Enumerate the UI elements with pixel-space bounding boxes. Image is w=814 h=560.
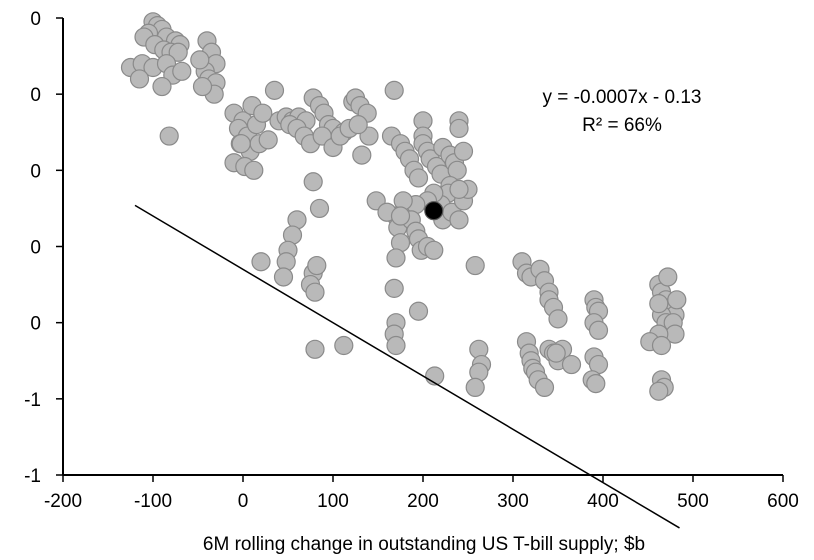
y-tick-label: 0 (30, 85, 41, 106)
data-point (231, 134, 251, 154)
data-point (561, 354, 582, 375)
data-point (651, 335, 672, 356)
data-point (152, 76, 172, 97)
regression-line (134, 204, 680, 529)
x-tick-label: 500 (677, 491, 709, 512)
data-point (658, 267, 678, 287)
data-point (386, 248, 406, 268)
x-tick-label: -100 (134, 491, 172, 512)
data-point (546, 343, 566, 363)
y-tick-label: 0 (30, 314, 41, 335)
x-axis-label: 6M rolling change in outstanding US T-bi… (203, 534, 645, 555)
x-tick-label: 200 (407, 491, 439, 512)
data-point (384, 278, 404, 298)
y-tick-label: 0 (30, 161, 41, 182)
data-point (534, 377, 555, 398)
data-point (305, 282, 325, 302)
data-point (649, 381, 669, 401)
data-point (159, 126, 179, 146)
data-point (273, 267, 294, 287)
data-point (465, 377, 485, 398)
y-axis-tick-labels: 0 0 0 0 0 -1 -1 (24, 9, 41, 487)
data-points (120, 12, 687, 401)
data-point (309, 198, 330, 219)
data-point (244, 160, 264, 180)
data-point (548, 309, 568, 329)
x-tick-label: 300 (497, 491, 529, 512)
data-point (649, 294, 669, 314)
data-point (264, 80, 285, 100)
data-point (305, 339, 325, 359)
data-point (190, 50, 210, 70)
data-point (424, 240, 444, 260)
data-point (384, 80, 404, 100)
data-point (453, 141, 474, 161)
axes (56, 17, 784, 482)
equation-annotation: y = -0.0007x - 0.13 (543, 87, 702, 108)
data-point (408, 168, 429, 188)
data-point (449, 118, 469, 139)
data-point (449, 179, 469, 199)
data-point (253, 103, 273, 123)
x-tick-label: 100 (317, 491, 349, 512)
data-point (586, 374, 606, 394)
y-tick-label: 0 (30, 9, 41, 30)
data-point (258, 130, 278, 150)
data-point (390, 206, 411, 226)
x-axis-tick-labels: -200 -100 0 100 200 300 400 500 600 (44, 491, 799, 512)
y-tick-label: -1 (24, 390, 41, 411)
highlight-point (424, 201, 444, 221)
data-point (334, 335, 354, 356)
data-point (348, 115, 368, 135)
y-tick-label: -1 (24, 466, 41, 487)
r-squared-annotation: R² = 66% (582, 115, 662, 136)
data-point (352, 145, 372, 165)
data-point (192, 76, 213, 97)
y-tick-label: 0 (30, 238, 41, 259)
data-point (168, 42, 188, 62)
x-tick-label: 0 (238, 491, 249, 512)
x-tick-label: 600 (767, 491, 799, 512)
x-tick-label: -200 (44, 491, 82, 512)
highlight-points (424, 201, 444, 221)
data-point (465, 255, 485, 276)
data-point (172, 61, 192, 81)
data-point (386, 335, 406, 356)
data-point (588, 320, 609, 340)
data-point (408, 301, 429, 321)
data-point (303, 172, 323, 192)
data-point (449, 210, 469, 230)
data-point (251, 252, 271, 272)
x-tick-label: 400 (587, 491, 619, 512)
data-point (667, 290, 687, 310)
data-point (307, 255, 327, 276)
data-point (129, 69, 150, 89)
